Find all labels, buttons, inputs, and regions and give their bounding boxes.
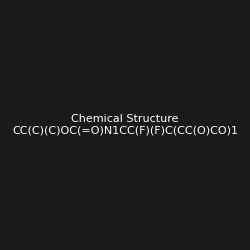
Text: Chemical Structure
CC(C)(C)OC(=O)N1CC(F)(F)C(CC(O)CO)1: Chemical Structure CC(C)(C)OC(=O)N1CC(F)…	[12, 114, 238, 136]
